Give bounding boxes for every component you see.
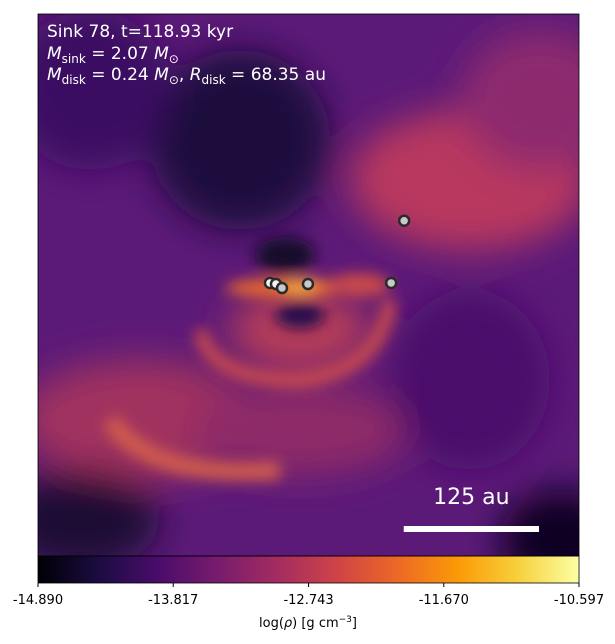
colorbar-label: log(ρ) [g cm−3] <box>259 615 357 631</box>
sink-particle <box>275 281 289 295</box>
colorbar-tick-label: -14.890 <box>13 593 63 608</box>
colorbar-tick-label: -13.817 <box>148 593 198 608</box>
sink-particle <box>384 276 398 290</box>
sink-particle <box>301 277 315 291</box>
image-frame <box>37 13 580 557</box>
scale-bar-label: 125 au <box>433 485 509 510</box>
colorbar-tick-label: -11.670 <box>419 593 469 608</box>
annotation: Sink 78, t=118.93 kyr <box>47 22 233 42</box>
colorbar-tick-label: -12.743 <box>283 593 333 608</box>
colorbar-tick-label: -10.597 <box>554 593 604 608</box>
sink-particle <box>397 214 411 227</box>
annotation: Msink = 2.07 M⊙ <box>47 44 179 66</box>
annotation: Mdisk = 0.24 M⊙, Rdisk = 68.35 au <box>47 65 326 87</box>
density-map <box>38 14 579 556</box>
colorbar <box>37 555 580 584</box>
scale-bar <box>403 526 539 532</box>
